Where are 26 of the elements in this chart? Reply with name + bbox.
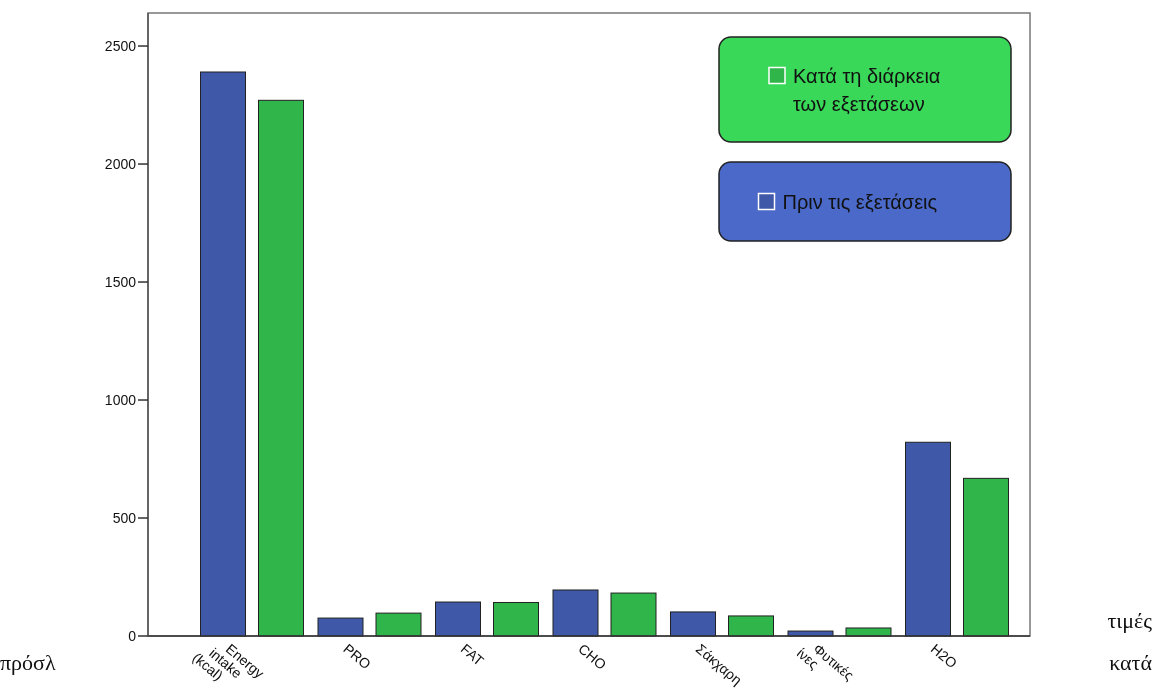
bar <box>493 601 539 637</box>
bar <box>728 615 774 637</box>
y-tick-label: 500 <box>112 509 137 526</box>
bar <box>258 99 304 637</box>
bar <box>317 617 364 637</box>
bar <box>963 477 1009 637</box>
x-tick-label: FAT <box>457 640 488 669</box>
x-tick-label: H2O <box>927 640 961 672</box>
bar <box>905 441 951 637</box>
bar <box>610 592 657 637</box>
bar <box>435 601 481 637</box>
y-tick-label: 0 <box>128 627 137 644</box>
text: κατά <box>1109 650 1153 675</box>
bar <box>670 611 716 637</box>
bar <box>845 627 892 637</box>
y-tick-label: 2500 <box>104 37 137 54</box>
bar <box>375 612 422 637</box>
legend-label: Πριν τις εξετάσεις <box>782 190 938 213</box>
bar <box>552 589 599 637</box>
y-tick-label: 1500 <box>104 273 137 290</box>
y-tick-label: 2000 <box>104 155 137 172</box>
bar <box>200 71 246 637</box>
text: τιμές <box>1107 608 1153 633</box>
text: πρόσλ <box>0 650 56 675</box>
y-tick-label: 1000 <box>104 391 137 408</box>
legend-label: Κατά τη διάρκεια των εξετάσεων <box>793 64 941 115</box>
